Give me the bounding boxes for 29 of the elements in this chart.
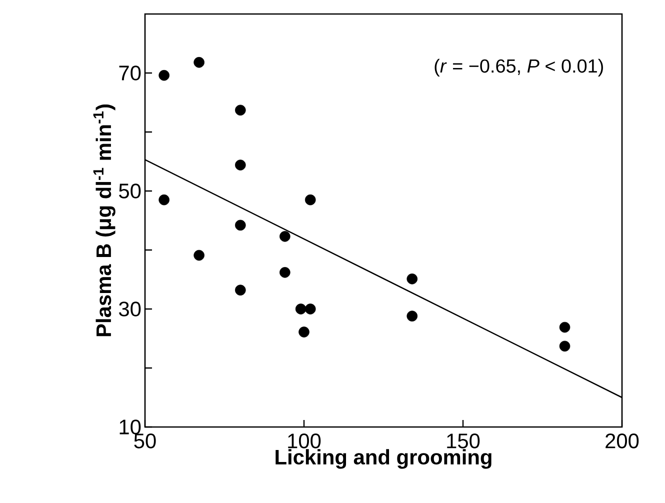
point [158, 70, 170, 81]
annotation: (r = −0.65, P < 0.01) [434, 58, 603, 76]
x-axis-title: Licking and grooming [276, 449, 492, 469]
point [235, 104, 246, 116]
point [304, 194, 316, 206]
y-tick-label: 10 [120, 420, 141, 434]
point [235, 220, 246, 231]
y-tick-label: 70 [119, 66, 141, 80]
x-tick-label: 50 [134, 434, 156, 448]
point [235, 284, 246, 296]
point [280, 267, 290, 278]
point [406, 310, 418, 322]
x-tick-label: 150 [447, 434, 480, 448]
point [194, 56, 204, 68]
y-tick-label: 50 [119, 184, 141, 198]
point [406, 274, 418, 284]
y-tick-label: 30 [119, 302, 141, 316]
point [559, 340, 570, 352]
point [194, 250, 204, 261]
point [304, 304, 316, 314]
point [235, 160, 246, 170]
x-tick-label: 200 [606, 434, 639, 448]
y-axis-title: Plasma B (μg dl$^{-1}$ min$^{-1}$) [93, 104, 116, 336]
point [295, 304, 306, 314]
point [298, 326, 310, 338]
point [559, 322, 570, 333]
point [158, 194, 170, 206]
point [280, 231, 290, 242]
x-tick-label: 100 [288, 434, 321, 448]
